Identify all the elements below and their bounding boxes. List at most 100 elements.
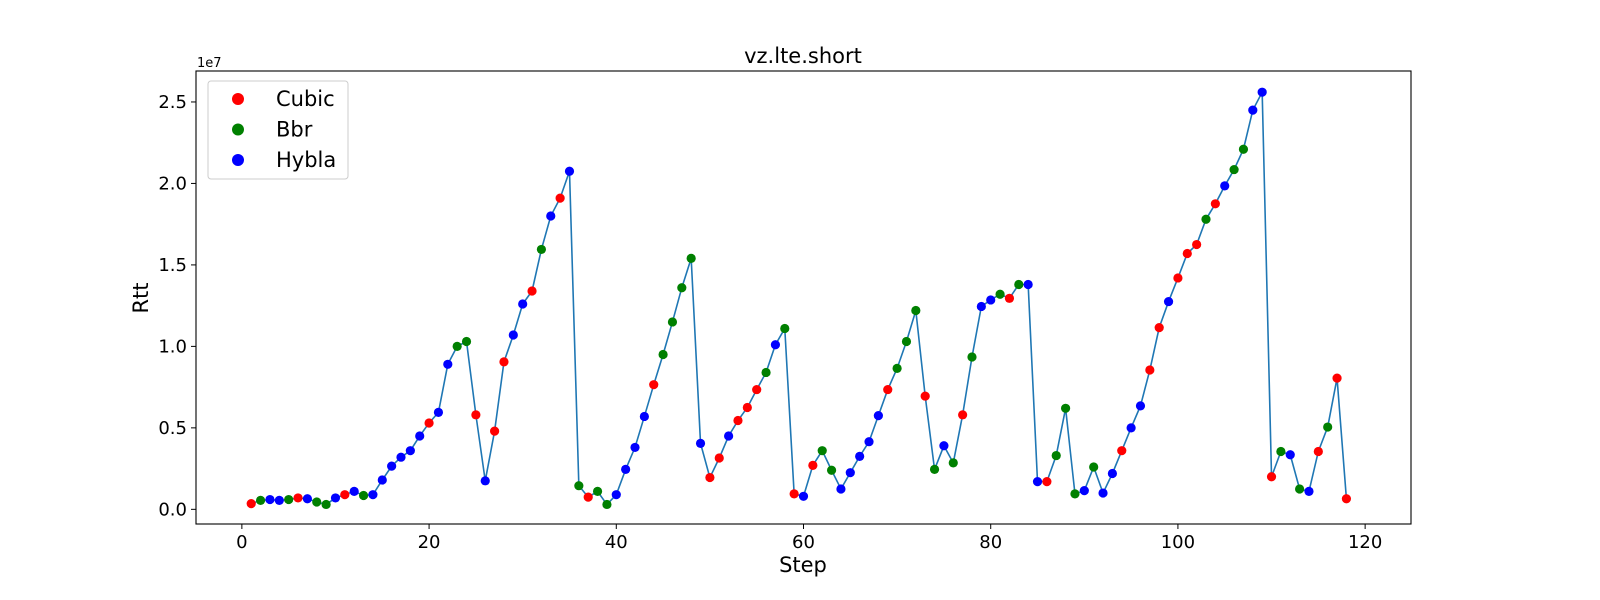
data-point-h — [480, 476, 490, 486]
data-point-h — [405, 446, 415, 456]
y-tick-label: 2.0 — [158, 173, 187, 194]
data-point-c — [789, 489, 799, 499]
y-axis-offset-label: 1e7 — [197, 56, 222, 71]
legend-label-bbr: Bbr — [276, 118, 313, 142]
data-point-b — [817, 446, 827, 456]
legend-marker-bbr — [232, 123, 244, 136]
data-point-c — [1154, 323, 1164, 333]
data-point-h — [433, 407, 444, 417]
data-point-b — [995, 289, 1005, 299]
data-point-c — [1313, 446, 1323, 457]
rtt-series-line — [250, 89, 1348, 506]
data-point-h — [695, 438, 706, 448]
data-point-h — [1107, 468, 1117, 479]
data-point-h — [630, 442, 640, 453]
data-point-h — [546, 211, 556, 221]
data-point-h — [798, 491, 809, 501]
data-point-h — [387, 461, 397, 471]
data-point-h — [1257, 87, 1267, 97]
data-point-c — [583, 492, 593, 502]
data-point-b — [761, 367, 771, 378]
data-point-b — [929, 464, 940, 475]
data-point-c — [1192, 239, 1202, 250]
data-point-b — [1229, 164, 1239, 175]
data-point-b — [592, 486, 603, 497]
data-point-b — [948, 458, 958, 468]
y-tick-label: 0.0 — [158, 499, 187, 520]
data-point-c — [293, 493, 303, 503]
data-point-c — [808, 460, 818, 470]
data-point-h — [873, 411, 883, 421]
data-point-c — [1042, 477, 1052, 487]
data-point-h — [443, 359, 453, 369]
data-point-h — [1304, 486, 1314, 497]
data-point-c — [340, 490, 350, 500]
x-tick-label: 40 — [605, 532, 628, 553]
data-point-c — [1117, 446, 1127, 456]
data-point-b — [461, 336, 472, 347]
data-point-h — [724, 431, 734, 441]
data-point-b — [1051, 450, 1061, 461]
data-point-h — [274, 495, 284, 505]
legend-box — [207, 80, 349, 180]
data-point-h — [986, 295, 996, 305]
data-point-h — [639, 411, 649, 422]
x-tick-label: 20 — [418, 532, 441, 553]
data-point-c — [1145, 365, 1155, 375]
data-point-b — [1295, 484, 1305, 494]
y-tick-label: 2.5 — [158, 92, 187, 113]
data-point-h — [1220, 181, 1230, 191]
data-point-h — [1032, 477, 1043, 487]
data-point-h — [611, 490, 621, 500]
data-point-h — [415, 431, 425, 441]
data-point-h — [1023, 279, 1033, 290]
data-point-c — [1341, 494, 1352, 504]
data-point-c — [1004, 293, 1015, 303]
data-point-b — [602, 499, 612, 510]
data-point-h — [564, 166, 575, 176]
data-point-b — [1060, 403, 1071, 413]
data-point-b — [901, 336, 912, 347]
data-point-h — [330, 493, 341, 503]
data-point-b — [1014, 279, 1024, 290]
data-point-h — [1098, 488, 1108, 498]
data-point-c — [752, 384, 762, 395]
legend-marker-hybla — [232, 154, 244, 166]
data-point-h — [1079, 485, 1089, 496]
legend-label-cubic: Cubic — [276, 87, 335, 111]
data-point-c — [424, 418, 434, 428]
plot-frame — [195, 70, 1412, 525]
data-point-h — [845, 468, 855, 478]
data-point-c — [1332, 373, 1342, 383]
data-point-b — [1238, 144, 1249, 154]
data-point-c — [246, 499, 256, 509]
data-point-b — [677, 283, 687, 293]
data-point-h — [368, 490, 378, 500]
legend-label-hybla: Hybla — [276, 148, 336, 172]
y-tick-label: 1.0 — [158, 336, 187, 357]
data-point-h — [396, 452, 406, 462]
data-point-b — [536, 244, 547, 255]
data-point-b — [1323, 422, 1333, 432]
data-point-h — [1248, 105, 1258, 115]
data-point-b — [911, 305, 921, 316]
data-point-c — [1173, 273, 1183, 283]
data-point-h — [1163, 296, 1174, 307]
data-point-b — [1201, 214, 1211, 224]
data-point-b — [667, 317, 678, 327]
data-point-c — [705, 472, 715, 483]
data-point-c — [920, 391, 930, 401]
x-tick-label: 100 — [1161, 532, 1195, 553]
chart-title: vz.lte.short — [744, 44, 862, 68]
data-point-b — [658, 349, 668, 360]
data-point-c — [883, 384, 893, 395]
data-point-h — [976, 301, 986, 312]
data-point-c — [649, 380, 659, 390]
data-point-h — [836, 484, 846, 494]
data-point-h — [508, 330, 518, 340]
data-point-b — [312, 497, 322, 507]
data-point-h — [377, 475, 387, 485]
y-tick-label: 1.5 — [158, 255, 187, 276]
x-tick-label: 120 — [1348, 532, 1382, 553]
